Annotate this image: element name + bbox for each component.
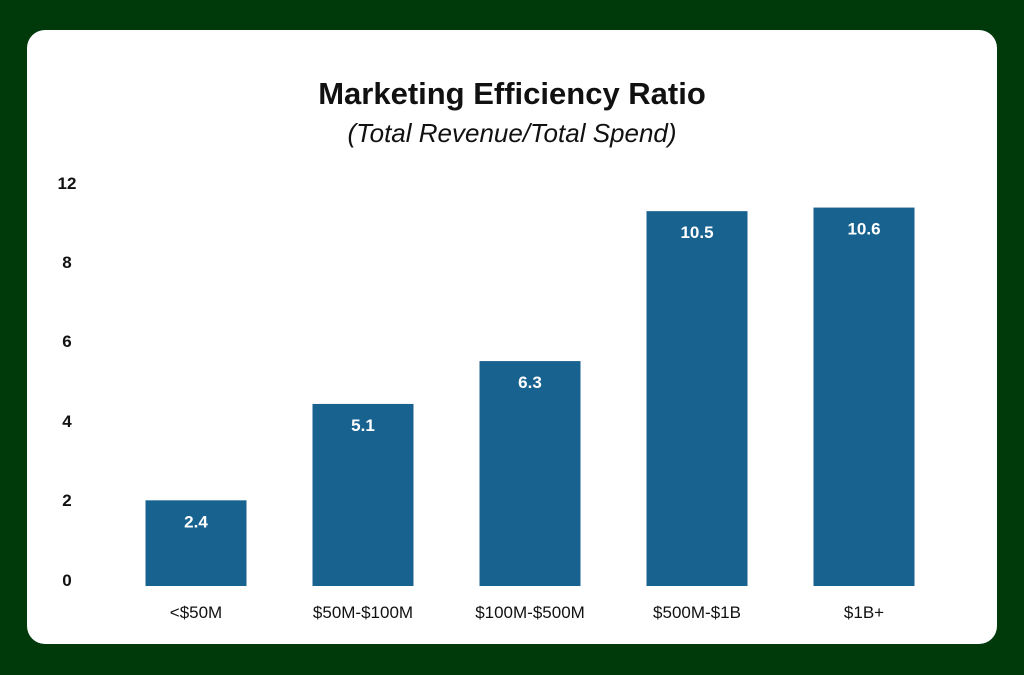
y-tick-label: 8 — [62, 253, 71, 272]
bar-data-label: 10.5 — [680, 223, 713, 242]
bar — [312, 403, 414, 586]
category-label: $500M-$1B — [653, 603, 741, 622]
chart-subtitle: (Total Revenue/Total Spend) — [347, 118, 677, 148]
category-labels-group: <$50M $50M-$100M $100M-$500M $500M-$1B $1B+ — [170, 603, 884, 622]
bar — [479, 361, 581, 586]
bars-group — [145, 207, 915, 586]
bar — [145, 500, 247, 586]
bar-data-label: 6.3 — [518, 373, 542, 392]
y-tick-label: 6 — [62, 332, 71, 351]
y-tick-label: 2 — [62, 491, 71, 510]
category-label: <$50M — [170, 603, 222, 622]
bar — [813, 207, 915, 586]
data-labels-group: 2.4 5.1 6.3 10.5 10.6 — [184, 220, 880, 532]
bar-data-label: 2.4 — [184, 512, 208, 531]
y-tick-label: 12 — [58, 174, 77, 193]
y-tick-label: 0 — [62, 571, 71, 590]
bar-data-label: 5.1 — [351, 416, 375, 435]
y-tick-label: 4 — [62, 412, 72, 431]
bar — [646, 211, 748, 586]
bar-data-label: 10.6 — [847, 220, 880, 239]
category-label: $50M-$100M — [313, 603, 413, 622]
category-label: $1B+ — [844, 603, 884, 622]
category-label: $100M-$500M — [475, 603, 585, 622]
y-axis-ticks: 0 2 4 6 8 12 — [58, 174, 77, 590]
chart-title: Marketing Efficiency Ratio — [318, 76, 706, 111]
